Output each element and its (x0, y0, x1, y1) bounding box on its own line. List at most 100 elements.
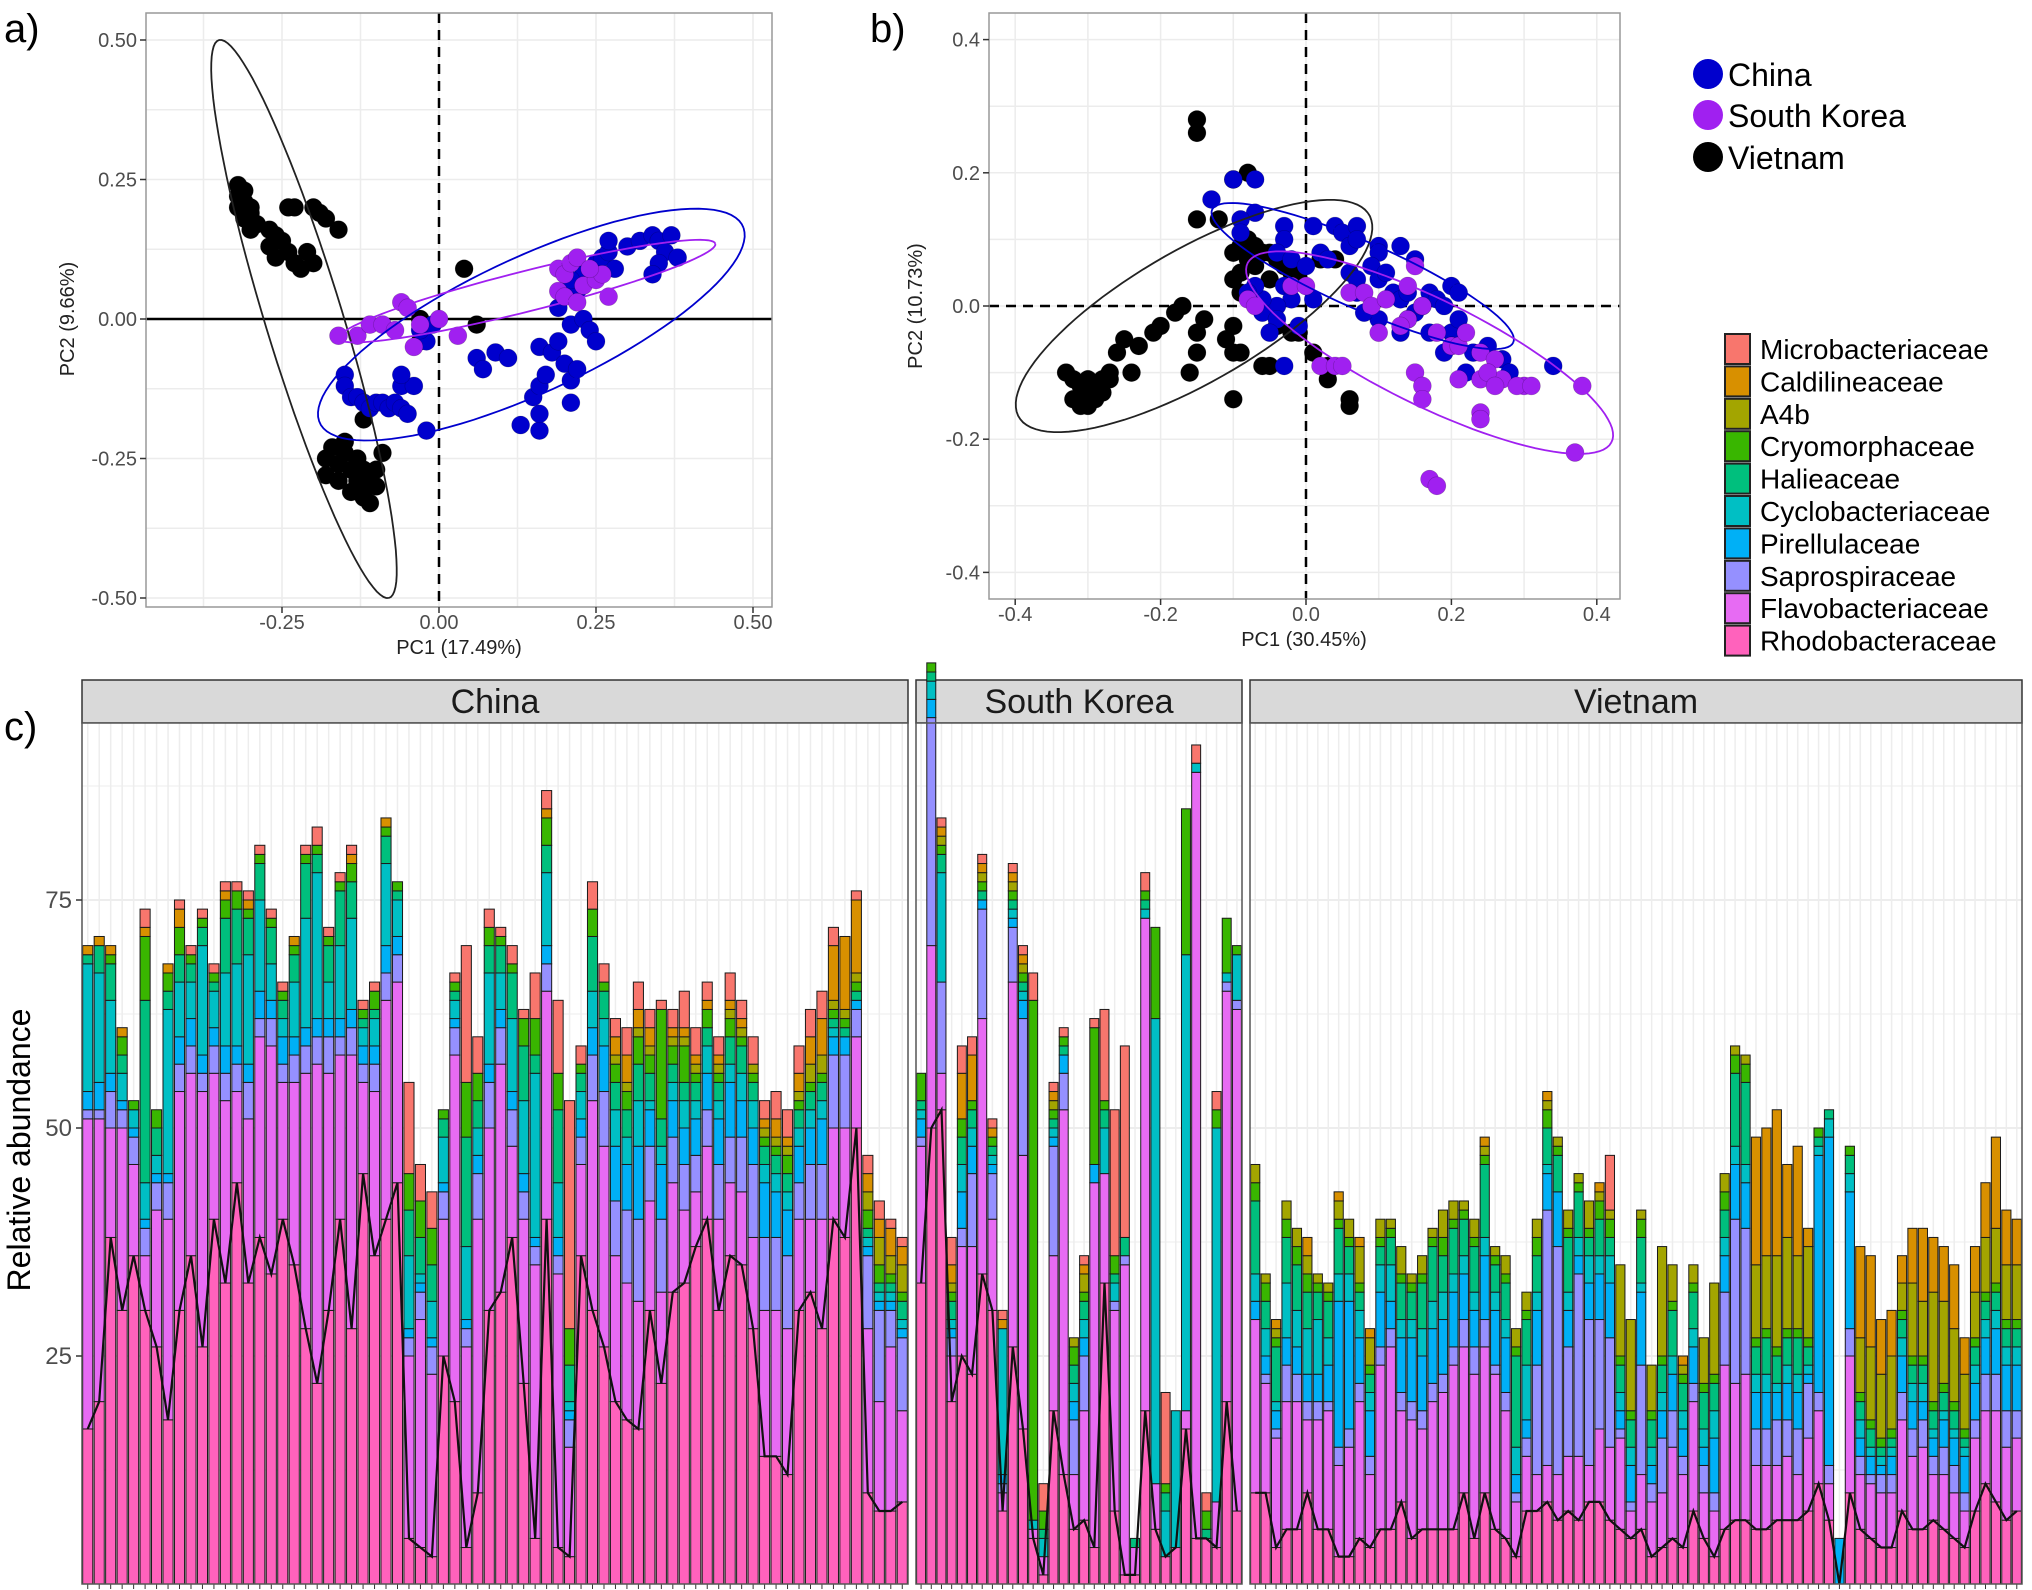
bar-segment-flavobacteriaceae (575, 1163, 587, 1257)
bar-segment-rhodobacteraceae (1604, 1519, 1616, 1585)
bar-segment-caldilineaceae (2011, 1218, 2022, 1266)
point-vietnam (373, 443, 392, 463)
bar-segment-cryomorphaceae (862, 1209, 874, 1229)
y-tick-label: 25 (45, 1343, 72, 1370)
bar-segment-halieaceae (1079, 1300, 1090, 1321)
bar-segment-saprospiraceae (242, 1081, 254, 1120)
x-tick-label: 0.4 (1583, 604, 1611, 626)
bar-segment-caldilineaceae (873, 1218, 885, 1238)
bar-segment-halieaceae (1333, 1227, 1344, 1275)
bar-segment-flavobacteriaceae (1688, 1401, 1699, 1512)
bar-segment-microbacteriaceae (770, 1091, 782, 1120)
point-china (536, 365, 556, 385)
bar-segment-halieaceae (1291, 1264, 1303, 1311)
bar-segment-halieaceae (1510, 1355, 1522, 1448)
bar-segment-pirellulaceae (1563, 1309, 1574, 1348)
bar-segment-rhodobacteraceae (885, 1510, 897, 1585)
bar-segment-cyclobacteriaceae (1688, 1328, 1699, 1348)
bar-segment-pirellulaceae (1458, 1273, 1469, 1321)
bar-segment-flavobacteriaceae (231, 1091, 243, 1184)
bar-segment-rhodobacteraceae (1876, 1547, 1887, 1585)
bar-segment-halieaceae (265, 926, 277, 965)
bar-segment-microbacteriaceae (460, 945, 472, 1083)
bar-segment-halieaceae (1563, 1236, 1574, 1293)
bar-segment-pirellulaceae (1437, 1319, 1449, 1375)
bar-segment-pirellulaceae (1886, 1455, 1897, 1476)
bar-segment-microbacteriaceae (277, 981, 289, 992)
bar-segment-flavobacteriaceae (1531, 1474, 1542, 1512)
bar-segment-microbacteriaceae (724, 972, 736, 1001)
point-south-korea (599, 287, 618, 306)
bar-segment-rhodobacteraceae (1709, 1556, 1720, 1585)
bar-segment-cyclobacteriaceae (1333, 1273, 1344, 1302)
bar-segment-flavobacteriaceae (1615, 1437, 1626, 1530)
bar-segment-cyclobacteriaceae (1750, 1373, 1762, 1393)
bar-segment-rhodobacteraceae (1959, 1547, 1970, 1585)
bar-segment-halieaceae (804, 1091, 817, 1111)
bar-segment-pirellulaceae (609, 1145, 622, 1202)
bar-segment-halieaceae (1688, 1291, 1699, 1330)
bar-segment-pirellulaceae (885, 1300, 897, 1311)
bar-segment-caldilineaceae (1594, 1182, 1605, 1193)
bar-segment-rhodobacteraceae (1291, 1528, 1303, 1585)
bar-segment-halieaceae (208, 981, 220, 992)
bar-segment-cryomorphaceae (1028, 999, 1039, 1521)
bar-segment-flavobacteriaceae (621, 1282, 633, 1421)
bar-segment-flavobacteriaceae (1761, 1464, 1772, 1530)
bar-segment-rhodobacteraceae (265, 1273, 277, 1585)
bar-segment-saprospiraceae (437, 1191, 449, 1220)
bar-segment-a4b (1563, 1209, 1574, 1229)
bar-segment-saprospiraceae (1007, 926, 1018, 983)
bar-segment-microbacteriaceae (1099, 1008, 1110, 1102)
bar-segment-cyclobacteriaceae (196, 945, 209, 1056)
bar-segment-pirellulaceae (483, 1063, 495, 1083)
bar-segment-a4b (1990, 1227, 2002, 1284)
bar-segment-cryomorphaceae (1406, 1282, 1417, 1293)
bar-segment-saprospiraceae (1823, 1464, 1835, 1485)
bar-segment-flavobacteriaceae (1949, 1492, 1960, 1539)
bar-segment-pirellulaceae (1375, 1291, 1386, 1348)
bar-segment-halieaceae (346, 881, 358, 919)
bar-segment-halieaceae (936, 853, 947, 874)
bar-segment-rhodobacteraceae (1928, 1519, 1939, 1585)
bar-segment-cryomorphaceae (323, 935, 335, 947)
bar-segment-cryomorphaceae (1160, 1483, 1171, 1494)
bar-segment-a4b (644, 1045, 656, 1056)
bar-segment-cryomorphaceae (1949, 1401, 1960, 1412)
bar-segment-cyclobacteriaceae (311, 872, 323, 1020)
point-vietnam (1129, 336, 1149, 356)
bar-segment-rhodobacteraceae (850, 1127, 862, 1585)
bar-segment-cryomorphaceae (1709, 1373, 1720, 1384)
bar-segment-microbacteriaceae (667, 1008, 679, 1029)
bar-segment-a4b (1698, 1337, 1709, 1384)
bar-segment-caldilineaceae (936, 826, 947, 837)
bar-segment-halieaceae (1594, 1218, 1605, 1257)
y-tick-label: 0.25 (98, 170, 137, 192)
bar-segment-cryomorphaceae (1907, 1355, 1918, 1366)
bar-segment-rhodobacteraceae (231, 1182, 243, 1585)
bar-segment-flavobacteriaceae (701, 1145, 713, 1220)
bar-segment-cryomorphaceae (586, 908, 599, 937)
bar-segment-pirellulaceae (1017, 999, 1028, 1020)
bar-segment-microbacteriaceae (1201, 1492, 1212, 1512)
bar-segment-flavobacteriaceae (770, 1309, 782, 1457)
bar-segment-cryomorphaceae (1531, 1236, 1542, 1257)
bar-segment-rhodobacteraceae (219, 1282, 231, 1585)
bar-segment-saprospiraceae (644, 1145, 656, 1202)
bar-segment-a4b (1552, 1136, 1563, 1147)
bar-segment-pirellulaceae (1709, 1437, 1720, 1494)
bar-segment-halieaceae (1552, 1154, 1563, 1193)
bar-segment-cryomorphaceae (1281, 1218, 1292, 1238)
bar-segment-flavobacteriaceae (1479, 1346, 1490, 1494)
bar-segment-halieaceae (564, 1364, 576, 1403)
bar-segment-rhodobacteraceae (1250, 1492, 1261, 1585)
bar-segment-cryomorphaceae (678, 1045, 690, 1083)
bar-segment-halieaceae (449, 990, 461, 1001)
bar-segment-pirellulaceae (334, 1018, 346, 1038)
bar-segment-saprospiraceae (1625, 1501, 1636, 1512)
point-vietnam (1107, 343, 1127, 362)
bar-segment-caldilineaceae (804, 1036, 817, 1065)
bar-segment-cyclobacteriaceae (1583, 1255, 1595, 1284)
bar-segment-cyclobacteriaceae (1417, 1328, 1428, 1357)
bar-segment-a4b (1855, 1337, 1866, 1393)
